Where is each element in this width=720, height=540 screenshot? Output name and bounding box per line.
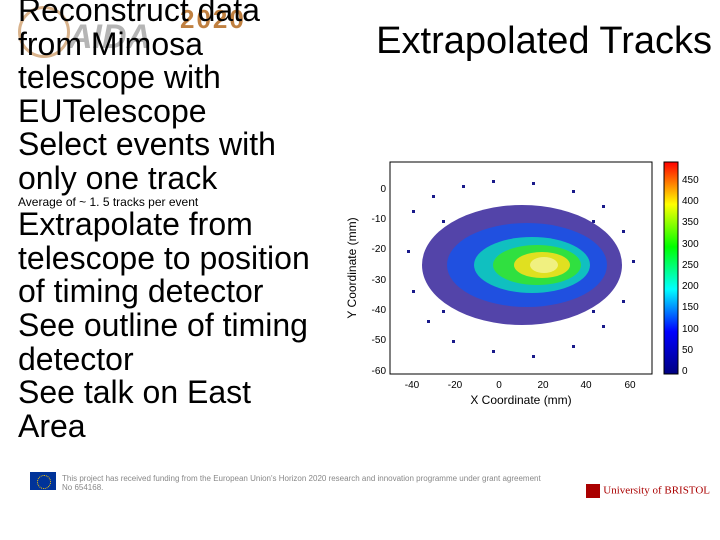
svg-text:-10: -10	[372, 214, 387, 225]
svg-text:40: 40	[580, 380, 592, 391]
svg-text:-30: -30	[372, 275, 387, 286]
body-p1: Reconstruct data from Mimosa telescope w…	[18, 0, 318, 128]
svg-text:200: 200	[682, 281, 699, 292]
svg-text:-60: -60	[372, 366, 387, 377]
colorbar	[664, 162, 678, 374]
grant-text: This project has received funding from t…	[62, 474, 542, 492]
svg-text:-20: -20	[448, 380, 463, 391]
svg-text:250: 250	[682, 260, 699, 271]
svg-text:350: 350	[682, 217, 699, 228]
svg-text:0: 0	[682, 366, 688, 377]
body-p3: Extrapolate from telescope to position o…	[18, 208, 318, 309]
svg-text:50: 50	[682, 345, 694, 356]
eu-flag-icon	[30, 472, 56, 490]
svg-text:60: 60	[624, 380, 636, 391]
body-p4: See outline of timing detector	[18, 309, 318, 376]
x-axis-label: X Coordinate (mm)	[470, 393, 571, 407]
colorbar-ticks: 0 50 100 150 200 250 300 350 400 450	[682, 175, 699, 377]
svg-text:400: 400	[682, 196, 699, 207]
body-p5: See talk on East Area	[18, 376, 318, 443]
svg-text:20: 20	[537, 380, 549, 391]
svg-text:-20: -20	[372, 244, 387, 255]
svg-text:0: 0	[496, 380, 502, 391]
svg-text:300: 300	[682, 239, 699, 250]
y-axis-label: Y Coordinate (mm)	[345, 217, 359, 318]
x-ticks: -40 -20 0 20 40 60	[405, 380, 636, 391]
svg-text:-40: -40	[372, 305, 387, 316]
svg-text:0: 0	[380, 184, 386, 195]
extrapolated-tracks-plot: -40-200 204060 X Coordinate (mm) -60-50-…	[342, 150, 712, 410]
y-ticks: -60 -50 -40 -30 -20 -10 0	[372, 184, 387, 377]
body-p2: Select events with only one track	[18, 128, 318, 195]
svg-text:-50: -50	[372, 335, 387, 346]
bristol-logo: University of BRISTOL	[586, 484, 710, 498]
svg-text:450: 450	[682, 175, 699, 186]
slide-title: Extrapolated Tracks	[376, 20, 712, 63]
svg-text:150: 150	[682, 302, 699, 313]
svg-text:100: 100	[682, 324, 699, 335]
bristol-text: University of BRISTOL	[603, 485, 710, 497]
slide-body: Reconstruct data from Mimosa telescope w…	[18, 0, 318, 443]
svg-text:-40: -40	[405, 380, 420, 391]
